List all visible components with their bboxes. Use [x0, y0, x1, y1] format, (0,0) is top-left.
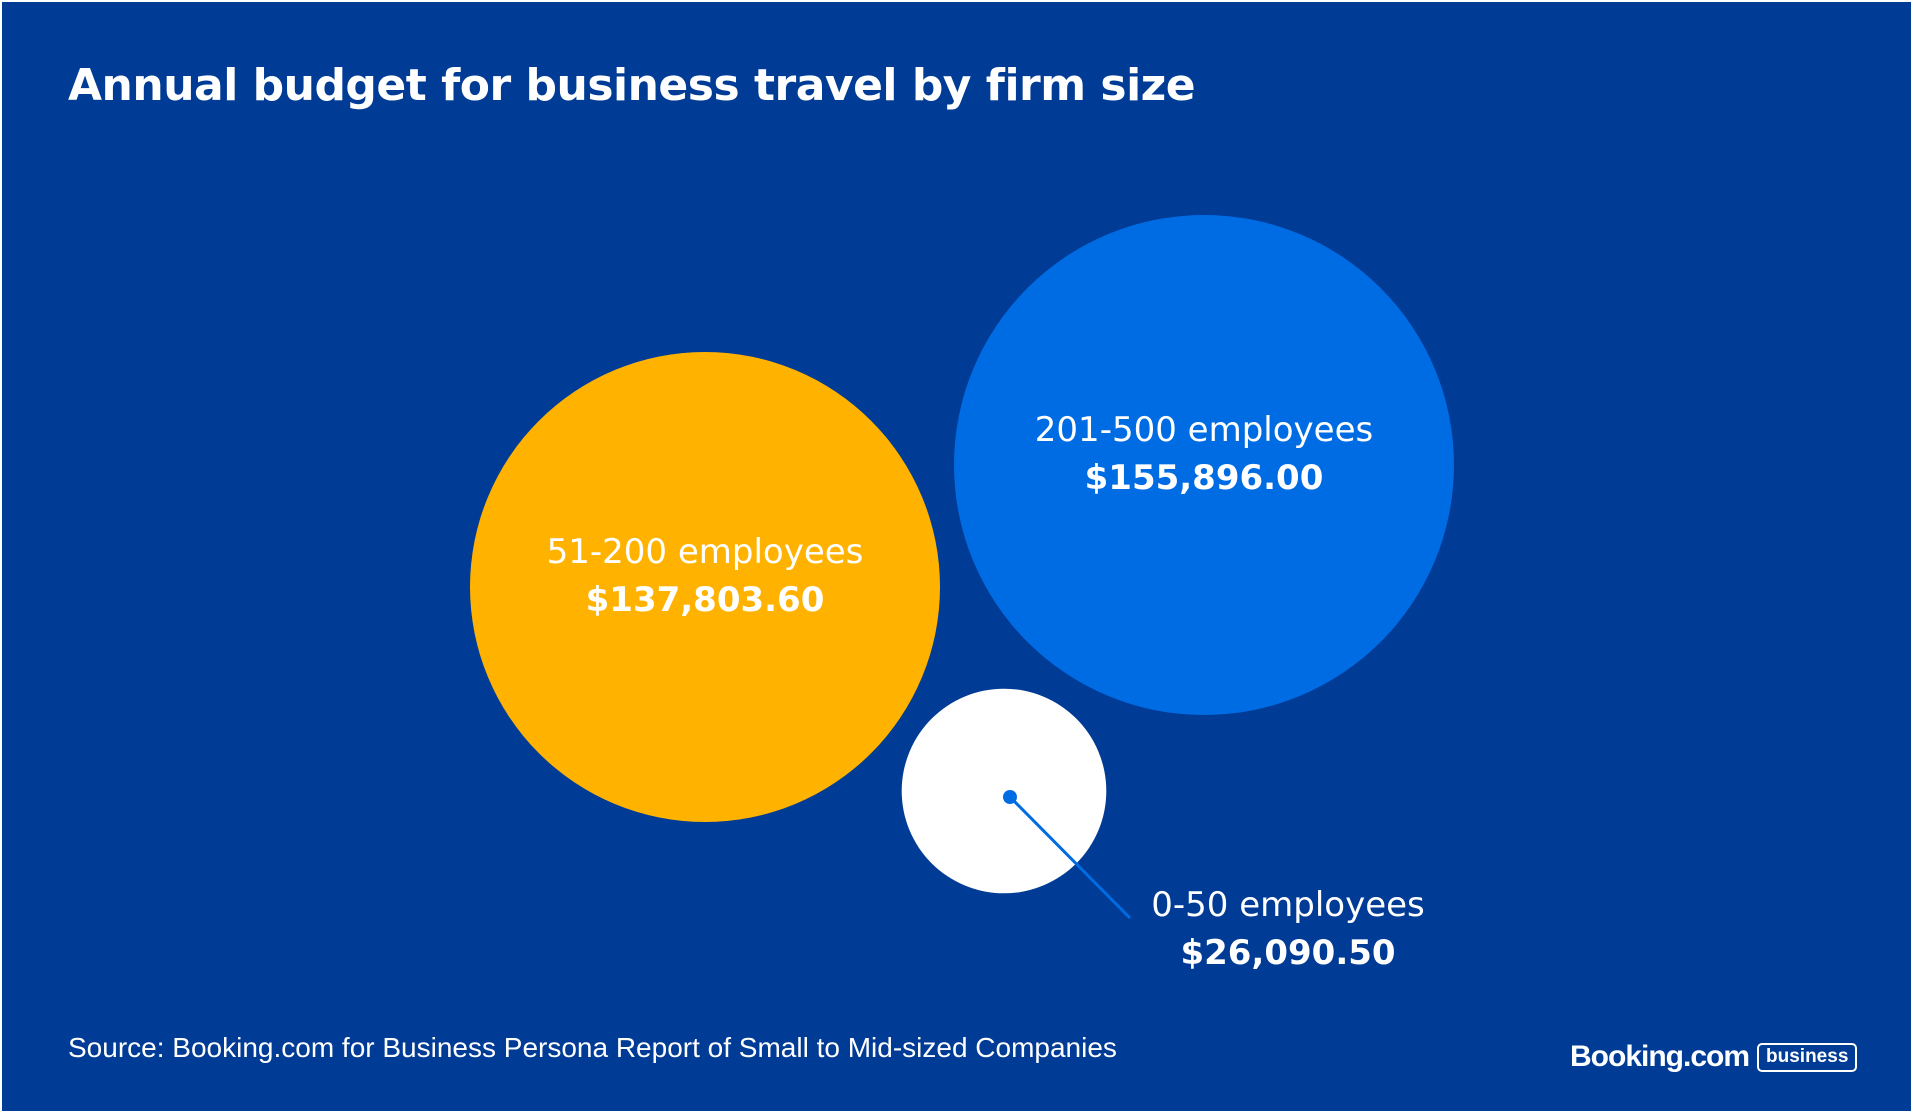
bubble-category-label: 0-50 employees	[1151, 885, 1425, 925]
bubble-51-200-employees	[470, 352, 940, 822]
bubble-value-label: $137,803.60	[586, 580, 825, 620]
labels-group: 51-200 employees $137,803.60 201-500 emplo…	[547, 410, 1425, 973]
logo-wordmark: Booking.com	[1570, 1040, 1750, 1073]
bubbles-group	[470, 215, 1454, 894]
bubble-201-500-employees	[954, 215, 1454, 715]
bubble-category-label: 201-500 employees	[1035, 410, 1373, 450]
chart-title: Annual budget for business travel by fir…	[68, 60, 1196, 111]
callout-line	[1008, 795, 1132, 920]
bubble-value-label: $155,896.00	[1085, 458, 1324, 498]
source-note: Source: Booking.com for Business Persona…	[68, 1032, 1117, 1063]
logo-badge: business	[1757, 1042, 1858, 1072]
booking-business-logo: Booking.com business	[1570, 1040, 1858, 1074]
bubble-value-label: $26,090.50	[1180, 933, 1395, 973]
callout-dot	[1003, 790, 1017, 804]
bubble-category-label: 51-200 employees	[547, 532, 864, 572]
